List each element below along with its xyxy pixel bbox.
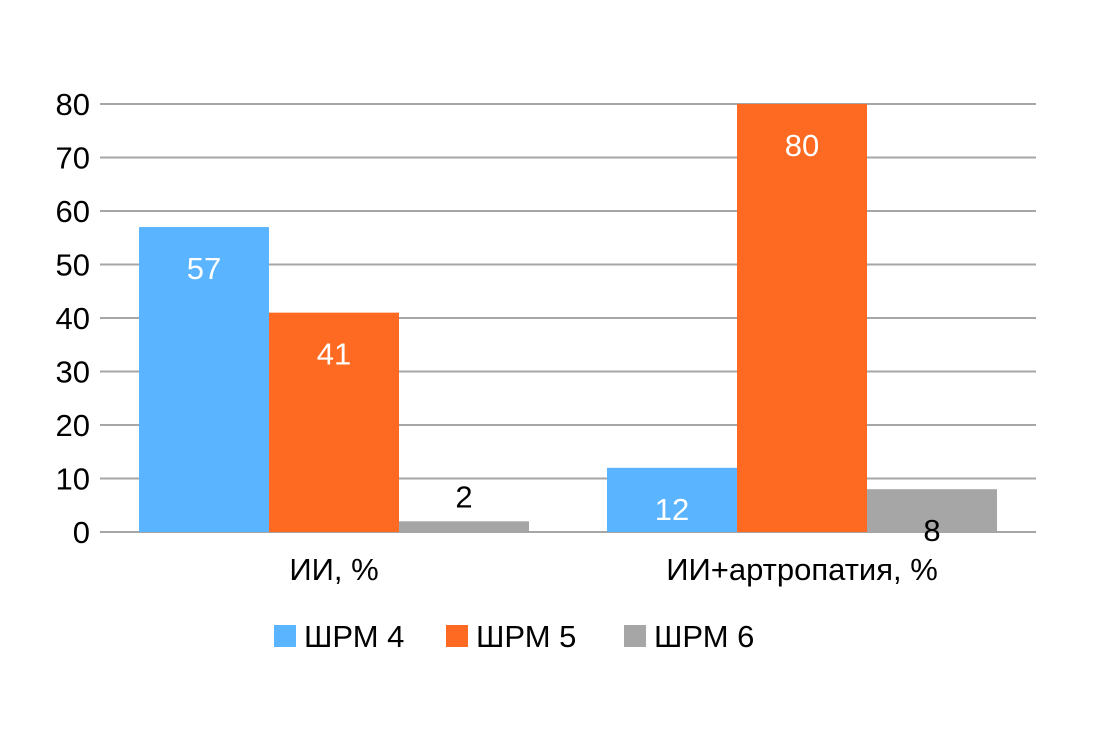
legend-label-1: ШРМ 4	[304, 619, 404, 654]
bar-2-2	[737, 104, 867, 532]
y-tick-label: 10	[56, 462, 90, 497]
legend: ШРМ 4 ШРМ 5 ШРМ 6	[274, 619, 754, 654]
bar-2-1	[269, 312, 399, 532]
legend-label-3: ШРМ 6	[654, 619, 754, 654]
x-category-label: ИИ, %	[289, 552, 378, 587]
legend-swatch-1	[274, 625, 296, 647]
data-labels: 57 41 2 12 80 8	[187, 128, 941, 548]
y-tick-label: 70	[56, 141, 90, 176]
x-category-label: ИИ+артропатия, %	[666, 552, 938, 587]
data-label-3-2: 8	[923, 513, 940, 548]
bars	[139, 104, 997, 533]
bar-3-1	[399, 521, 529, 532]
y-tick-label: 30	[56, 355, 90, 390]
y-tick-label: 40	[56, 301, 90, 336]
y-axis-ticks: 0 10 20 30 40 50 60 70 80	[56, 87, 90, 550]
y-tick-label: 80	[56, 87, 90, 122]
data-label-3-1: 2	[455, 479, 472, 514]
bar-3-2	[867, 489, 997, 532]
x-axis-categories: ИИ, % ИИ+артропатия, %	[289, 552, 937, 587]
legend-swatch-3	[624, 625, 646, 647]
y-tick-label: 0	[73, 515, 90, 550]
bar-1-1	[139, 227, 269, 533]
legend-swatch-2	[446, 625, 468, 647]
data-label-2-2: 80	[785, 128, 819, 163]
data-label-1-1: 57	[187, 251, 221, 286]
bar-1-2	[607, 467, 737, 532]
data-label-1-2: 12	[655, 492, 689, 527]
legend-label-2: ШРМ 5	[476, 619, 576, 654]
y-tick-label: 50	[56, 248, 90, 283]
y-tick-label: 20	[56, 408, 90, 443]
data-label-2-1: 41	[317, 337, 351, 372]
y-tick-label: 60	[56, 194, 90, 229]
